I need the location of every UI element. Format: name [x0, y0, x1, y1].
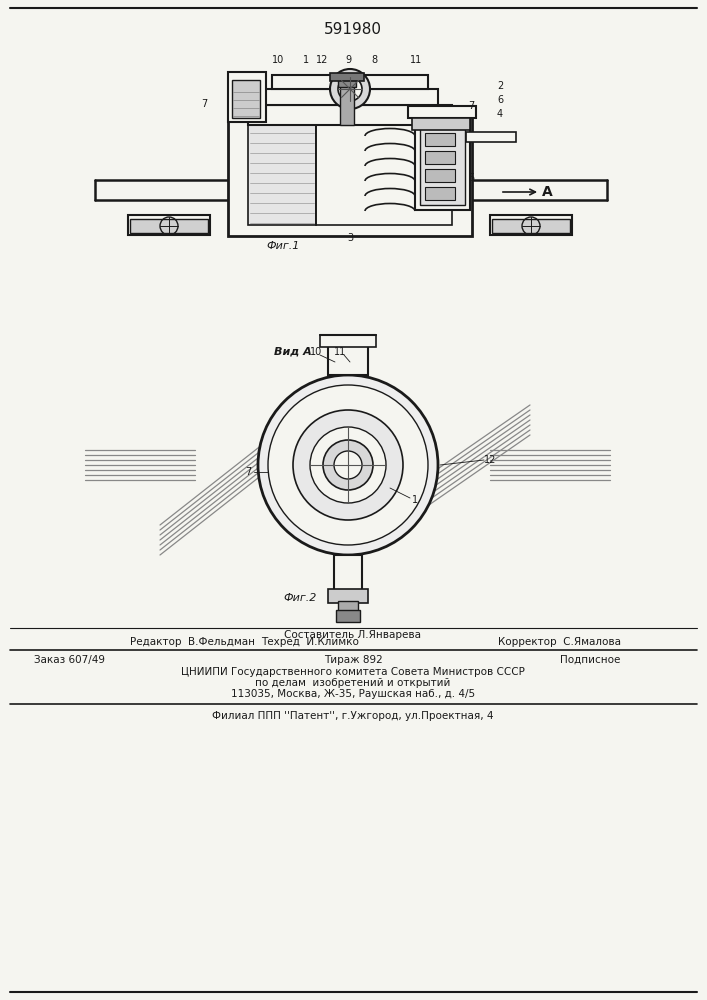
Bar: [248, 105, 452, 125]
Bar: [425, 133, 455, 146]
Text: Тираж 892: Тираж 892: [324, 655, 382, 665]
Bar: [425, 169, 455, 182]
Circle shape: [334, 451, 362, 479]
Text: Техред  И.Климко: Техред И.Климко: [261, 637, 359, 647]
Bar: [425, 187, 455, 200]
Text: 113035, Москва, Ж-35, Раушская наб., д. 4/5: 113035, Москва, Ж-35, Раушская наб., д. …: [231, 689, 475, 699]
Bar: [492, 219, 570, 233]
Text: по делам  изобретений и открытий: по делам изобретений и открытий: [255, 678, 450, 688]
Text: 2: 2: [497, 81, 503, 91]
Bar: [334, 555, 362, 590]
Text: 10: 10: [310, 347, 322, 357]
Bar: [338, 601, 358, 611]
Text: A: A: [542, 185, 552, 199]
Circle shape: [268, 385, 428, 545]
Text: 7: 7: [468, 101, 474, 111]
Bar: [228, 72, 266, 122]
Bar: [466, 132, 516, 142]
Text: 1: 1: [412, 495, 418, 505]
Text: 591980: 591980: [324, 22, 382, 37]
Bar: [425, 151, 455, 164]
Text: Фиг.1: Фиг.1: [267, 241, 300, 251]
Text: 7: 7: [245, 467, 251, 477]
Text: Составитель Л.Январева: Составитель Л.Январева: [284, 630, 421, 640]
Text: 12: 12: [316, 55, 328, 65]
Circle shape: [258, 375, 438, 555]
Bar: [316, 125, 452, 225]
Text: 7: 7: [201, 99, 207, 109]
Bar: [420, 120, 465, 205]
Bar: [320, 335, 376, 347]
Bar: [408, 106, 476, 118]
Text: 4: 4: [497, 109, 503, 119]
Bar: [412, 118, 470, 130]
Bar: [262, 89, 438, 105]
Bar: [130, 219, 208, 233]
Text: 11: 11: [410, 55, 422, 65]
Text: 1: 1: [303, 55, 309, 65]
Bar: [328, 345, 368, 375]
Bar: [415, 115, 470, 210]
Circle shape: [338, 77, 362, 101]
Text: Заказ 607/49: Заказ 607/49: [35, 655, 105, 665]
Circle shape: [323, 440, 373, 490]
Circle shape: [293, 410, 403, 520]
Text: 12: 12: [484, 455, 496, 465]
Text: 3: 3: [347, 233, 353, 243]
Text: 9: 9: [345, 55, 351, 65]
Text: Подписное: Подписное: [560, 655, 620, 665]
Bar: [338, 79, 356, 87]
Bar: [232, 80, 260, 118]
Text: Фиг.2: Фиг.2: [284, 593, 317, 603]
Bar: [248, 125, 316, 225]
Bar: [336, 610, 360, 622]
Circle shape: [310, 427, 386, 503]
Bar: [490, 215, 572, 235]
Text: 11: 11: [334, 347, 346, 357]
Bar: [272, 75, 428, 89]
Text: ЦНИИПИ Государственного комитета Совета Министров СССР: ЦНИИПИ Государственного комитета Совета …: [181, 667, 525, 677]
Text: Вид A: Вид A: [274, 347, 312, 357]
Circle shape: [330, 69, 370, 109]
Text: Филиал ППП ''Патент'', г.Ужгород, ул.Проектная, 4: Филиал ППП ''Патент'', г.Ужгород, ул.Про…: [212, 711, 493, 721]
Text: Корректор  С.Ямалова: Корректор С.Ямалова: [498, 637, 621, 647]
Bar: [128, 215, 210, 235]
Bar: [328, 589, 368, 603]
Text: 8: 8: [371, 55, 377, 65]
Bar: [330, 73, 364, 81]
Text: 10: 10: [272, 55, 284, 65]
Text: 5: 5: [468, 173, 474, 183]
Bar: [340, 85, 354, 125]
Text: 6: 6: [497, 95, 503, 105]
Bar: [228, 106, 472, 236]
Text: Редактор  В.Фельдман: Редактор В.Фельдман: [130, 637, 255, 647]
